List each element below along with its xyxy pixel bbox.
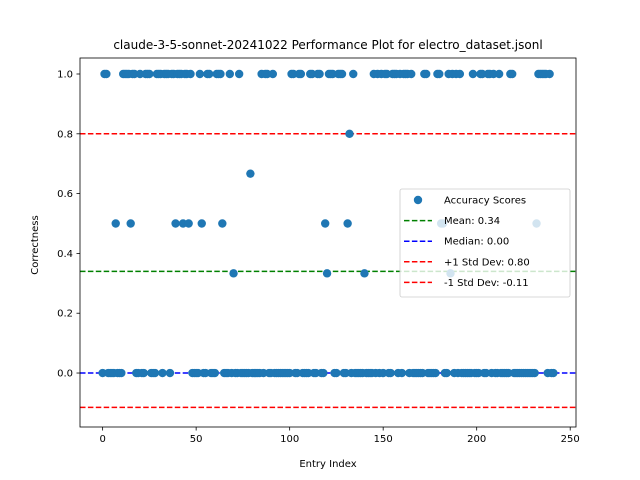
axes-frame (79, 57, 577, 428)
data-point (508, 69, 517, 79)
data-point (345, 129, 354, 139)
data-point (421, 69, 431, 79)
x-tick-label: 150 (374, 434, 393, 445)
data-point (431, 368, 440, 378)
data-point (171, 219, 180, 228)
x-tick-label: 200 (467, 434, 486, 445)
data-point (360, 269, 369, 278)
y-axis-label: Correctness (30, 215, 41, 274)
data-point (455, 69, 465, 79)
legend-label: Mean: 0.34 (444, 216, 500, 227)
data-point (296, 69, 306, 79)
data-point (407, 69, 416, 79)
y-tick-label: 0.6 (57, 189, 73, 200)
data-point (139, 368, 148, 378)
plot-area: 0 50 100 150 200 250 0.0 0.2 0.4 0.6 0.8 1.0 Accurac… (57, 57, 580, 445)
data-point (165, 368, 175, 378)
data-point (234, 69, 244, 79)
x-tick-label: 100 (280, 434, 299, 445)
data-point (225, 69, 235, 79)
data-point (268, 69, 278, 79)
data-point (126, 219, 135, 228)
data-point (315, 69, 324, 79)
data-point (468, 69, 478, 79)
data-point (319, 368, 328, 378)
data-point (246, 169, 255, 178)
x-tick-label: 0 (99, 434, 105, 445)
legend-marker-accuracy (413, 195, 423, 205)
y-tick-label: 0.8 (57, 129, 73, 140)
data-point (197, 219, 206, 228)
data-point (150, 368, 160, 378)
data-point (442, 368, 451, 378)
data-point (229, 269, 238, 278)
chart-title: claude-3-5-sonnet-20241022 Performance P… (113, 38, 542, 52)
data-point (111, 219, 120, 228)
y-tick-label: 1.0 (57, 69, 73, 80)
x-tick-label: 50 (190, 434, 203, 445)
data-point (530, 368, 539, 378)
data-point (216, 69, 225, 79)
data-point (435, 69, 444, 79)
data-point (332, 368, 341, 378)
y-tick-label: 0.2 (57, 309, 73, 320)
x-tick-label: 250 (561, 434, 580, 445)
data-point (158, 368, 167, 378)
y-tick-label: 0.4 (57, 249, 73, 260)
data-point (320, 219, 330, 228)
legend-label: +1 Std Dev: 0.80 (444, 257, 530, 268)
data-point (210, 368, 220, 378)
data-point (343, 219, 352, 228)
legend-label: Accuracy Scores (444, 196, 526, 207)
data-point (337, 69, 347, 79)
data-point (205, 69, 214, 79)
data-point (322, 269, 332, 278)
data-point (349, 69, 358, 79)
data-point (397, 368, 407, 378)
data-point (186, 69, 195, 79)
y-tick-label: 0.0 (57, 369, 73, 380)
data-point (117, 368, 126, 378)
data-point (545, 69, 554, 79)
data-point (145, 69, 154, 79)
data-point (195, 69, 205, 79)
legend-label: -1 Std Dev: -0.11 (444, 278, 529, 289)
data-point (494, 69, 504, 79)
data-point (218, 219, 227, 228)
legend-label: Median: 0.00 (444, 237, 509, 248)
x-axis-label: Entry Index (299, 459, 356, 470)
data-point (386, 368, 395, 378)
data-point (549, 368, 558, 378)
data-point (184, 219, 193, 228)
legend-box (399, 188, 571, 298)
data-point (102, 69, 111, 79)
